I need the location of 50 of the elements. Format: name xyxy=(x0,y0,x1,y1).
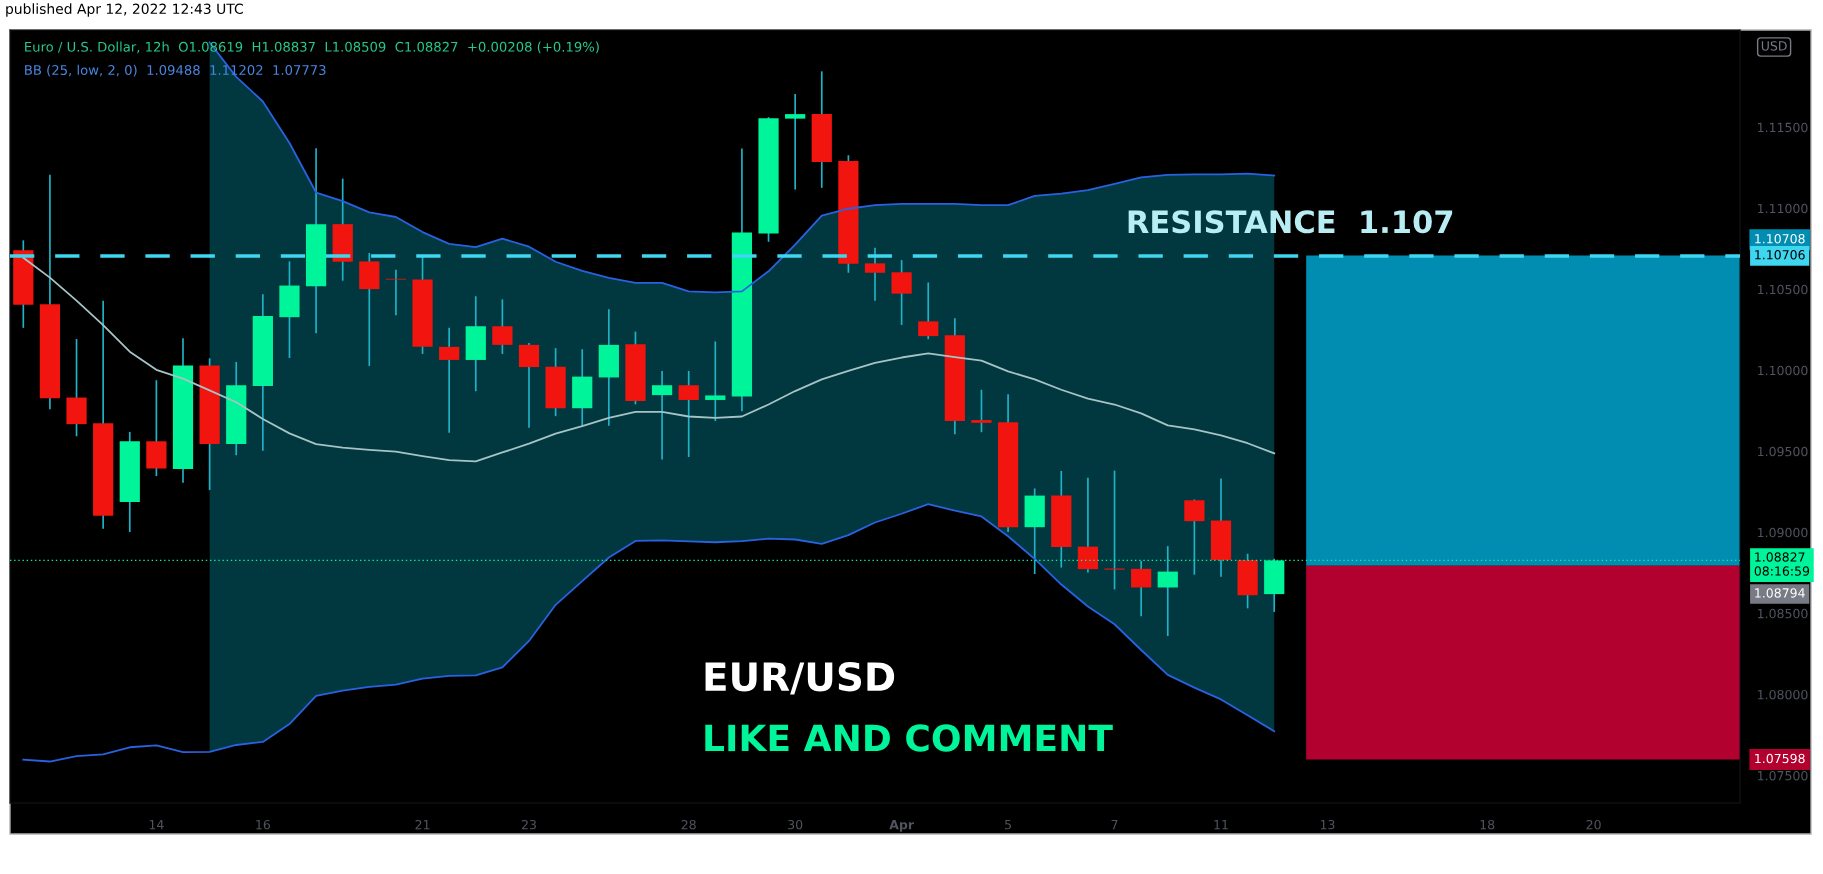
x-tick-label: 28 xyxy=(681,819,696,830)
ref-line-label: 1.10706 xyxy=(1755,250,1805,260)
candlestick xyxy=(651,370,673,461)
y-tick-label: 1.09500 xyxy=(1758,446,1808,457)
candlestick xyxy=(492,298,513,355)
candlestick xyxy=(1131,560,1152,618)
band-label: 1.07598 xyxy=(1755,753,1805,764)
candlestick xyxy=(705,340,726,422)
x-tick-label: 23 xyxy=(521,819,536,830)
annotation: RESISTANCE 1.107 xyxy=(1128,210,1453,234)
candlestick xyxy=(1077,476,1099,574)
x-tick-label: 13 xyxy=(1320,819,1335,830)
annotation: EUR/USD xyxy=(705,661,895,695)
line-series xyxy=(22,256,1276,463)
candlestick xyxy=(385,268,407,317)
candlestick xyxy=(891,259,912,326)
text: USD xyxy=(1761,41,1787,51)
candlestick xyxy=(971,388,992,434)
text: published Apr 12, 2022 12:43 UTC xyxy=(6,3,243,17)
candlestick xyxy=(918,281,939,341)
x-tick-label: 21 xyxy=(415,819,430,830)
x-tick-label: 11 xyxy=(1214,820,1228,830)
line-series xyxy=(22,503,1276,763)
x-tick-label: 14 xyxy=(149,820,164,830)
candlestick xyxy=(785,93,806,191)
x-tick-label: 20 xyxy=(1586,819,1601,830)
y-tick-label: 1.11500 xyxy=(1758,122,1808,133)
x-tick-label: Apr xyxy=(889,820,914,832)
y-tick-label: 1.09000 xyxy=(1758,527,1808,538)
band-label: 1.10708 xyxy=(1755,233,1805,244)
y-tick-label: 1.07500 xyxy=(1758,770,1808,781)
x-tick-label: 18 xyxy=(1480,819,1495,830)
y-tick-label: 1.11000 xyxy=(1758,203,1808,214)
y-tick-label: 1.08000 xyxy=(1758,689,1808,700)
y-tick-label: 1.08500 xyxy=(1758,608,1808,619)
candlestick xyxy=(1184,498,1205,576)
x-tick-label: 7 xyxy=(1111,820,1118,830)
candlestick xyxy=(518,342,540,429)
candlestick xyxy=(439,327,460,434)
ref-line-label: 1.08827 08:16:59 xyxy=(1754,552,1810,576)
annotation: LIKE AND COMMENT xyxy=(705,724,1113,752)
text: 1.08794 xyxy=(1755,588,1805,598)
candlestick xyxy=(678,370,699,458)
candlestick xyxy=(864,246,886,302)
x-tick-label: 16 xyxy=(256,819,271,830)
x-tick-label: 30 xyxy=(788,819,803,830)
y-tick-label: 1.10500 xyxy=(1758,284,1808,295)
x-tick-label: 5 xyxy=(1005,820,1011,830)
y-tick-label: 1.10000 xyxy=(1758,365,1808,376)
candlestick xyxy=(1104,469,1125,591)
